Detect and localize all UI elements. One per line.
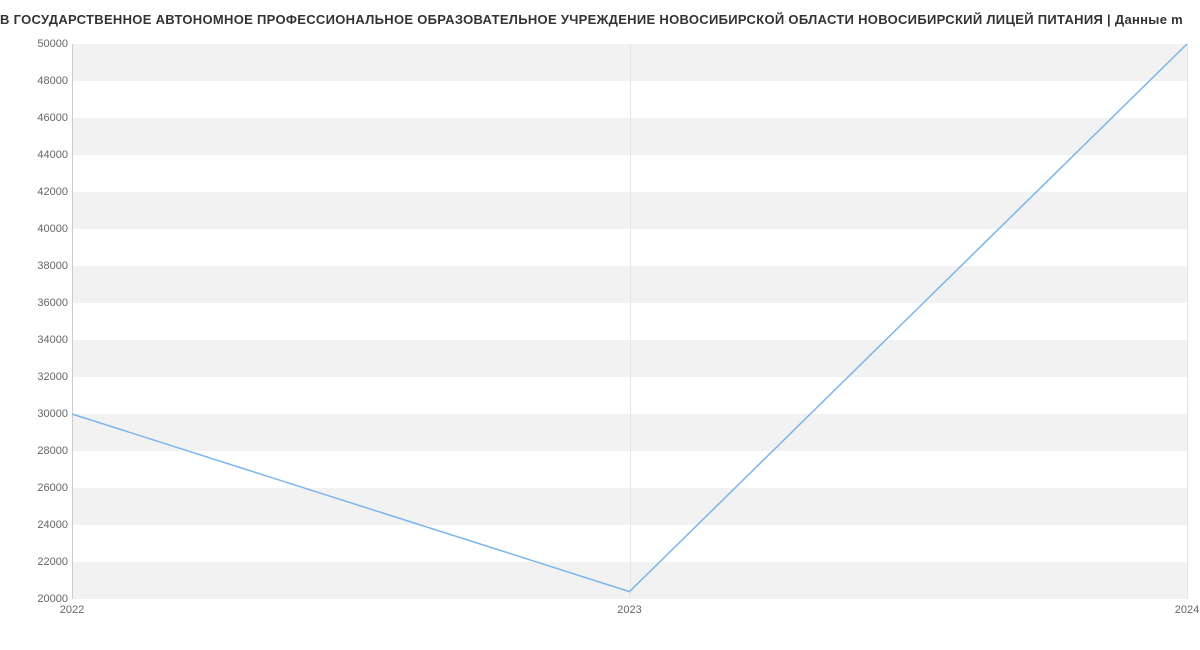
- plot-area: [72, 44, 1187, 599]
- x-grid-line: [1187, 44, 1188, 599]
- y-tick-label: 32000: [37, 371, 68, 383]
- y-tick-label: 30000: [37, 408, 68, 420]
- y-tick-label: 48000: [37, 75, 68, 87]
- y-tick-label: 24000: [37, 519, 68, 531]
- y-tick-label: 36000: [37, 297, 68, 309]
- chart-container: В ГОСУДАРСТВЕННОЕ АВТОНОМНОЕ ПРОФЕССИОНА…: [0, 0, 1200, 650]
- x-tick-label: 2023: [617, 604, 641, 616]
- series-line: [72, 44, 1187, 592]
- y-tick-label: 46000: [37, 112, 68, 124]
- y-tick-label: 22000: [37, 556, 68, 568]
- y-tick-label: 42000: [37, 186, 68, 198]
- chart-title: В ГОСУДАРСТВЕННОЕ АВТОНОМНОЕ ПРОФЕССИОНА…: [0, 0, 1200, 27]
- y-tick-label: 28000: [37, 445, 68, 457]
- y-tick-label: 38000: [37, 260, 68, 272]
- y-tick-label: 26000: [37, 482, 68, 494]
- y-tick-label: 44000: [37, 149, 68, 161]
- x-tick-label: 2022: [60, 604, 84, 616]
- y-tick-label: 34000: [37, 334, 68, 346]
- x-tick-label: 2024: [1175, 604, 1199, 616]
- data-series: [72, 44, 1187, 599]
- y-tick-label: 50000: [37, 38, 68, 50]
- y-tick-label: 40000: [37, 223, 68, 235]
